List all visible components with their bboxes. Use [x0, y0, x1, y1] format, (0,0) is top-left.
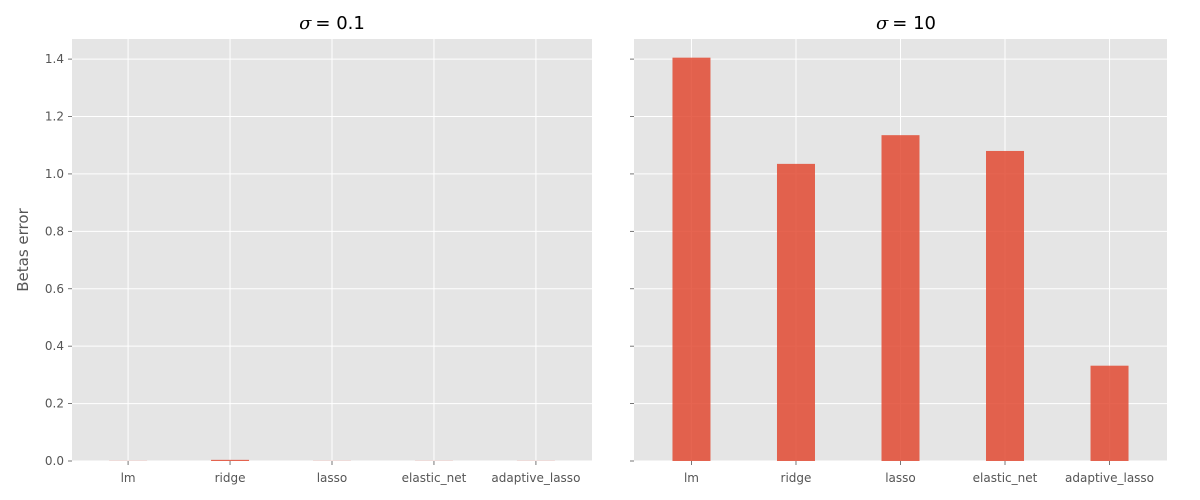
x-tick-label: elastic_net: [402, 471, 467, 485]
chart-title-right: σ = 10: [876, 13, 936, 34]
x-tick-label: lm: [121, 471, 136, 485]
bar-ridge: [776, 163, 815, 461]
bar-adaptive_lasso: [1090, 365, 1129, 461]
y-tick-label: 0.8: [45, 224, 64, 238]
y-tick-label: 1.0: [45, 167, 64, 181]
bar-ridge: [211, 459, 250, 461]
bar-lasso: [881, 135, 920, 461]
chart-panel-right: lm ridge lasso elastic_net adaptive_lasso σ =…: [630, 13, 1167, 485]
y-tick-label: 0.0: [45, 454, 64, 468]
x-tick-label: lasso: [317, 471, 348, 485]
x-tick-label: ridge: [215, 471, 246, 485]
y-tick-label: 0.6: [45, 282, 64, 296]
gridlines-left: [72, 39, 592, 462]
y-tick-label: 1.4: [45, 52, 64, 66]
x-tick-label: lm: [684, 471, 699, 485]
x-tick-label: elastic_net: [973, 471, 1038, 485]
x-tick-label: ridge: [781, 471, 812, 485]
y-tick-label: 0.4: [45, 339, 64, 353]
bar-elastic_net: [986, 150, 1025, 462]
y-axis-label: Betas error: [14, 207, 32, 291]
bars-left: [109, 459, 555, 461]
y-tick-label: 1.2: [45, 110, 64, 124]
x-tick-label: lasso: [885, 471, 916, 485]
y-tick-label: 0.2: [45, 397, 64, 411]
y-ticks-right: [630, 58, 634, 462]
x-tick-label: adaptive_lasso: [491, 471, 580, 485]
x-ticks-right: lm ridge lasso elastic_net adaptive_lasso: [684, 461, 1154, 485]
bars-right: [672, 57, 1129, 462]
bar-lm: [672, 57, 711, 462]
y-ticks-left: 0.0 0.2 0.4 0.6 0.8 1.0 1.2 1.4: [45, 52, 72, 468]
chart-title-left: σ = 0.1: [299, 13, 365, 34]
x-ticks-left: lm ridge lasso elastic_net adaptive_lasso: [121, 461, 580, 485]
x-tick-label: adaptive_lasso: [1065, 471, 1154, 485]
chart-panel-left: 0.0 0.2 0.4 0.6 0.8 1.0 1.2 1.4 lm ridge lasso ela…: [14, 13, 592, 485]
